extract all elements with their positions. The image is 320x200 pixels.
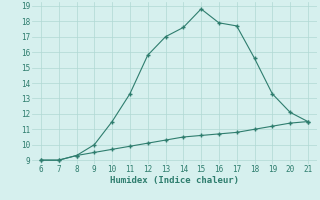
X-axis label: Humidex (Indice chaleur): Humidex (Indice chaleur) (110, 176, 239, 185)
